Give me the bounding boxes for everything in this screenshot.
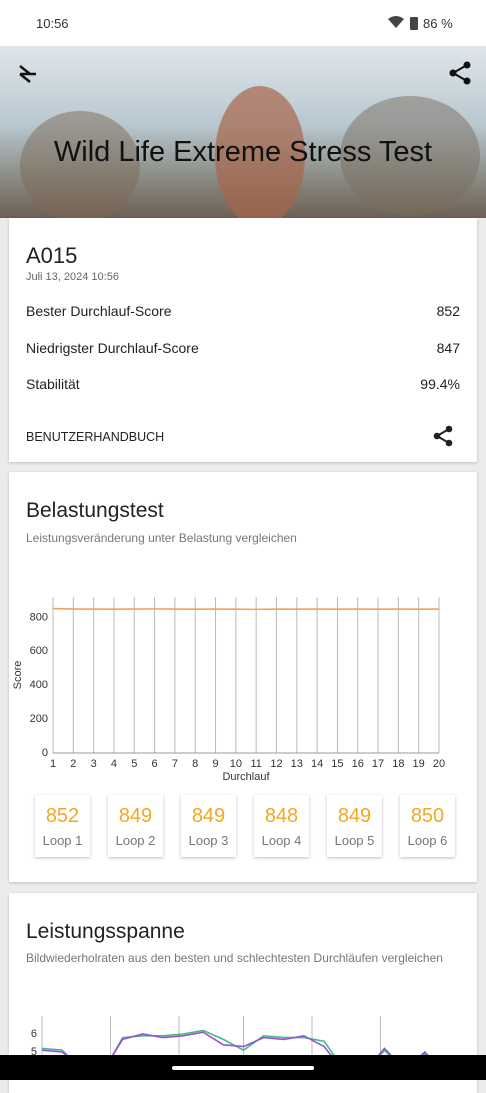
y-tick-label: 800 (30, 611, 48, 623)
section-subtitle: Bildwiederholraten aus den besten und sc… (26, 951, 443, 965)
home-indicator[interactable] (172, 1066, 314, 1070)
series-line (41, 1031, 429, 1055)
x-tick-label: 1 (50, 758, 56, 770)
x-tick-label: 20 (433, 758, 445, 770)
x-tick-label: 4 (111, 758, 117, 770)
loop-value: 849 (118, 805, 153, 827)
x-tick-label: 7 (172, 758, 178, 770)
x-tick-label: 10 (230, 758, 242, 770)
row-label: Stabilität (26, 376, 80, 392)
y-axis-label: Score (12, 661, 24, 690)
loop-label: Loop 5 (334, 833, 375, 848)
y-tick-label: 5 (31, 1046, 37, 1058)
loop-box: 848 Loop 4 (254, 795, 309, 857)
date: Juli 13, 2024 10:56 (26, 271, 119, 283)
x-tick-label: 8 (192, 758, 198, 770)
x-tick-label: 12 (270, 758, 282, 770)
stress-card: Belastungstest Leistungsveränderung unte… (9, 472, 477, 882)
y-tick-label: 400 (30, 679, 48, 691)
page-title: Wild Life Extreme Stress Test (53, 136, 433, 168)
plot: 56 (31, 1016, 429, 1058)
section-title: Belastungstest (26, 499, 164, 522)
row-label: Bester Durchlauf-Score (26, 303, 172, 319)
loop-label: Loop 4 (261, 833, 302, 848)
battery: 86 % (423, 16, 453, 31)
y-tick-label: 200 (30, 713, 48, 725)
row-value: 99.4% (420, 376, 460, 392)
loop-box: 849 Loop 2 (108, 795, 163, 857)
loop-value: 850 (410, 805, 445, 827)
x-tick-label: 9 (212, 758, 218, 770)
series-line (52, 607, 440, 611)
back-button[interactable] (19, 65, 36, 83)
loop-label: Loop 2 (115, 833, 156, 848)
y-tick-label: 6 (31, 1028, 37, 1040)
loop-label: Loop 1 (42, 833, 83, 848)
header-art (19, 61, 480, 218)
loop-value: 849 (191, 805, 226, 827)
series-line (41, 1029, 428, 1055)
y-tick-label: 600 (30, 645, 48, 657)
time: 10:56 (36, 16, 69, 31)
x-tick-label: 3 (91, 758, 97, 770)
x-tick-label: 14 (311, 758, 323, 770)
x-tick-label: 16 (352, 758, 364, 770)
header: Wild Life Extreme Stress Test (0, 46, 486, 218)
section-subtitle: Leistungsveränderung unter Belastung ver… (26, 531, 297, 545)
x-tick-label: 18 (392, 758, 404, 770)
loop-label: Loop 6 (407, 833, 448, 848)
x-tick-label: 13 (291, 758, 303, 770)
loop-box: 849 Loop 3 (181, 795, 236, 857)
x-tick-label: 11 (250, 758, 261, 770)
x-tick-label: 17 (372, 758, 384, 770)
summary-card: A015 Juli 13, 2024 10:56 Bester Durchlau… (9, 218, 477, 462)
loop-value: 849 (337, 805, 372, 827)
status-icons (388, 16, 418, 30)
x-tick-label: 5 (131, 758, 137, 770)
row-value: 852 (436, 303, 460, 319)
x-tick-label: 6 (152, 758, 158, 770)
nav-bar (0, 1055, 486, 1080)
y-tick-label: 0 (42, 747, 48, 759)
row-value: 847 (436, 339, 460, 356)
loop-label: Loop 3 (188, 833, 229, 848)
share-icon[interactable] (432, 425, 454, 447)
x-tick-label: 19 (413, 758, 425, 770)
row-label: Niedrigster Durchlauf-Score (26, 339, 199, 356)
manual-link[interactable]: BENUTZERHANDBUCH (26, 430, 165, 444)
loop-box: 852 Loop 1 (35, 795, 90, 857)
share-button[interactable] (449, 61, 471, 85)
loop-box: 850 Loop 6 (400, 795, 455, 857)
x-axis-label: Durchlauf (222, 771, 270, 783)
loop-value: 848 (264, 805, 299, 827)
x-tick-label: 15 (331, 758, 343, 770)
device: A015 (26, 243, 78, 268)
loop-value: 852 (45, 805, 80, 827)
x-tick-label: 2 (70, 758, 76, 770)
status-bar: 10:56 86 % (0, 0, 486, 46)
section-title: Leistungsspanne (26, 920, 185, 943)
loop-box: 849 Loop 5 (327, 795, 382, 857)
